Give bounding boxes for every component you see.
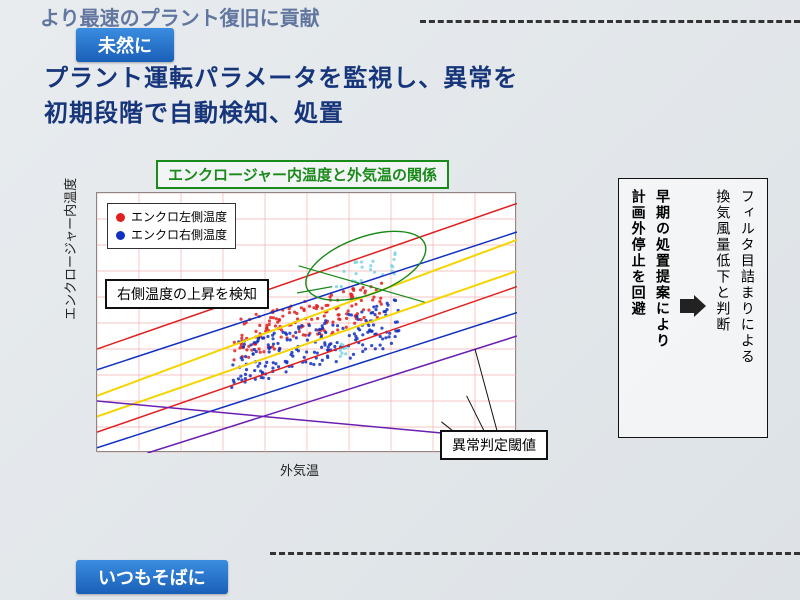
arrow-right-icon <box>680 295 706 322</box>
annotation-detect: 右側温度の上昇を検知 <box>105 279 269 309</box>
legend-marker <box>116 213 125 222</box>
side-note-line: フィルタ目詰まりによる <box>736 189 758 365</box>
dashed-separator <box>270 552 800 555</box>
legend-marker <box>116 231 125 240</box>
scatter-chart: エンクロ左側温度 エンクロ右側温度 右側温度の上昇を検知 <box>96 192 516 452</box>
chart-title: エンクロージャー内温度と外気温の関係 <box>156 160 449 189</box>
legend-item: エンクロ左側温度 <box>116 208 227 226</box>
legend-item: エンクロ右側温度 <box>116 226 227 244</box>
side-note-line: 換気風量低下と判断 <box>712 189 734 333</box>
side-note-box: 計画外停止を回避 早期の処置提案により 換気風量低下と判断 フィルタ目詰まりによ… <box>618 178 768 438</box>
legend-label: エンクロ右側温度 <box>131 226 227 244</box>
legend-label: エンクロ左側温度 <box>131 208 227 226</box>
dashed-separator <box>420 20 800 23</box>
side-note-line: 早期の処置提案により <box>652 189 674 349</box>
annotation-threshold: 異常判定閾値 <box>440 430 548 460</box>
section-tag: 未然に <box>76 28 174 62</box>
partial-heading: より最速のプラント復旧に貢献 <box>40 2 320 31</box>
headline-text: プラント運転パラメータを監視し、異常を初期段階で自動検知、処置 <box>44 62 518 132</box>
x-axis-label: 外気温 <box>280 460 319 479</box>
section-tag: いつもそばに <box>76 560 228 594</box>
y-axis-label: エンクロージャー内温度 <box>60 178 79 320</box>
side-note-line: 計画外停止を回避 <box>627 189 649 317</box>
chart-legend: エンクロ左側温度 エンクロ右側温度 <box>107 203 236 249</box>
